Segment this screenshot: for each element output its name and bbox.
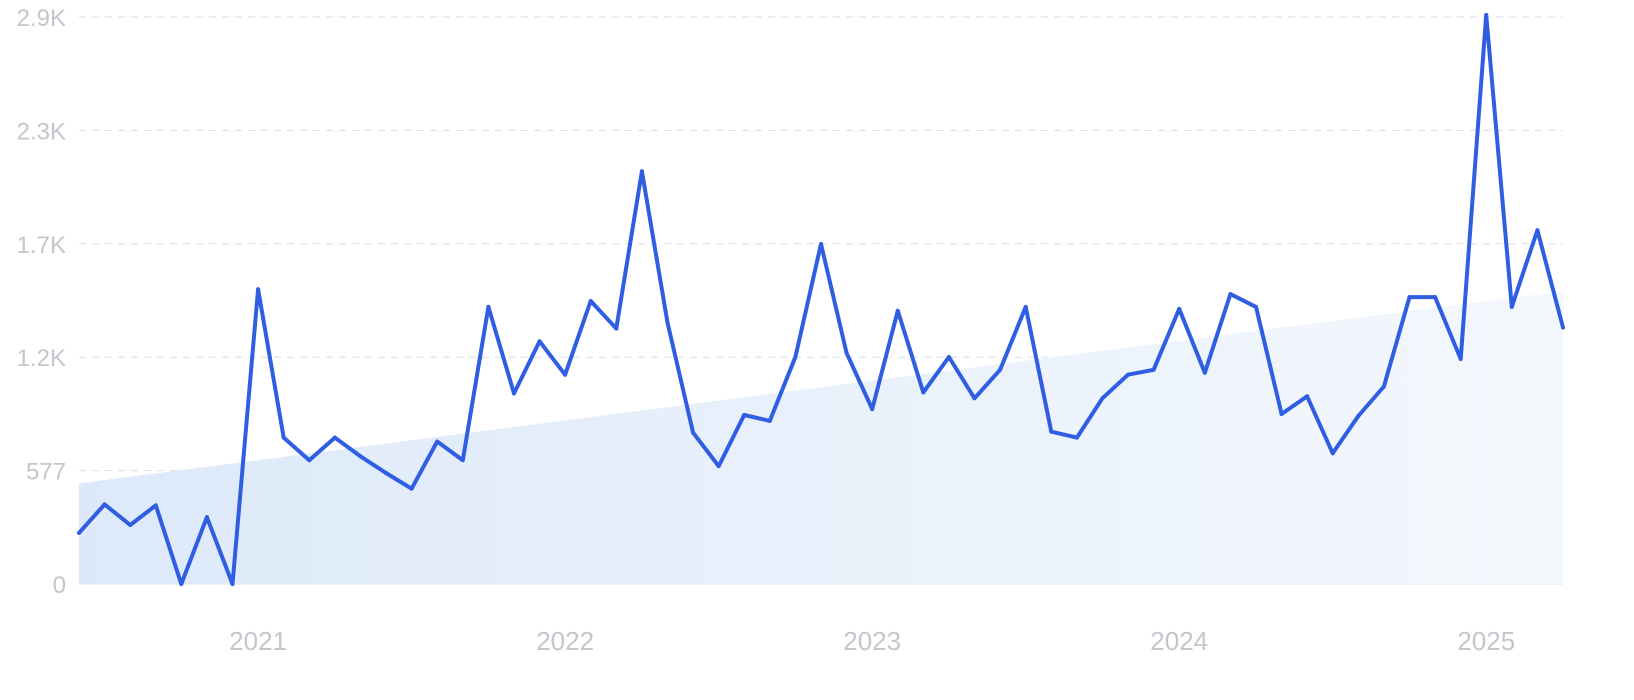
- data-point: [77, 530, 81, 535]
- data-point: [588, 298, 593, 303]
- data-point: [793, 355, 798, 360]
- data-point: [409, 486, 414, 491]
- data-point: [1151, 367, 1156, 372]
- y-axis: 0 577 1.2K 1.7K 2.3K 2.9K: [17, 5, 66, 599]
- data-point: [511, 391, 516, 396]
- data-point: [1177, 306, 1182, 311]
- y-tick-label: 2.3K: [17, 118, 66, 145]
- data-point: [1228, 292, 1233, 297]
- data-point: [1074, 435, 1079, 440]
- data-point: [1279, 411, 1284, 416]
- y-tick-label: 1.7K: [17, 232, 66, 259]
- data-point: [972, 396, 977, 401]
- data-point: [230, 582, 235, 586]
- data-point: [998, 367, 1003, 372]
- x-tick-label: 2023: [843, 626, 901, 656]
- data-point: [281, 435, 286, 440]
- data-point: [895, 308, 900, 313]
- series-group: [77, 13, 1565, 586]
- data-point: [1509, 304, 1514, 309]
- data-point: [742, 412, 747, 417]
- x-tick-label: 2022: [536, 626, 594, 656]
- x-tick-label: 2025: [1457, 626, 1515, 656]
- data-point: [1561, 325, 1565, 330]
- data-point: [435, 439, 440, 444]
- data-point: [819, 241, 823, 246]
- data-point: [921, 390, 926, 395]
- data-point: [1330, 451, 1335, 456]
- y-tick-label: 577: [26, 459, 66, 486]
- x-tick-label: 2024: [1150, 626, 1208, 656]
- data-point: [179, 582, 184, 586]
- data-point: [665, 320, 670, 325]
- data-point: [204, 515, 209, 520]
- data-point: [563, 372, 568, 377]
- data-point: [1049, 429, 1054, 434]
- data-point: [1100, 396, 1105, 401]
- data-point: [1458, 356, 1463, 361]
- data-point: [946, 355, 951, 360]
- trend-area: [79, 291, 1563, 584]
- data-point: [614, 326, 619, 331]
- data-point: [691, 430, 696, 435]
- data-point: [102, 502, 107, 507]
- data-point: [1484, 13, 1489, 18]
- data-point: [358, 454, 363, 459]
- y-tick-label: 0: [53, 572, 66, 599]
- y-tick-label: 2.9K: [17, 5, 66, 32]
- data-point: [1305, 394, 1310, 399]
- data-point: [1407, 295, 1412, 300]
- data-point: [844, 351, 849, 356]
- data-point: [1126, 372, 1131, 377]
- data-point: [128, 523, 133, 528]
- data-point: [153, 503, 158, 508]
- data-point: [767, 418, 772, 423]
- data-point: [1535, 228, 1540, 233]
- data-point: [1433, 295, 1438, 300]
- data-point: [537, 339, 542, 344]
- y-tick-label: 1.2K: [17, 345, 66, 372]
- data-point: [639, 169, 644, 174]
- data-point: [460, 458, 465, 463]
- data-point: [384, 470, 389, 475]
- data-point: [256, 287, 261, 292]
- data-point: [332, 435, 337, 440]
- data-point: [1381, 384, 1386, 389]
- x-tick-label: 2021: [229, 626, 287, 656]
- data-point: [870, 407, 875, 412]
- data-point: [486, 304, 491, 309]
- trend-area-fill: [79, 291, 1563, 584]
- data-point: [1253, 304, 1258, 309]
- data-point: [1202, 370, 1207, 375]
- data-point: [1023, 304, 1028, 309]
- data-point: [716, 464, 721, 469]
- data-point: [307, 458, 312, 463]
- x-axis: 2021 2022 2023 2024 2025: [229, 626, 1515, 656]
- data-point: [1356, 413, 1361, 418]
